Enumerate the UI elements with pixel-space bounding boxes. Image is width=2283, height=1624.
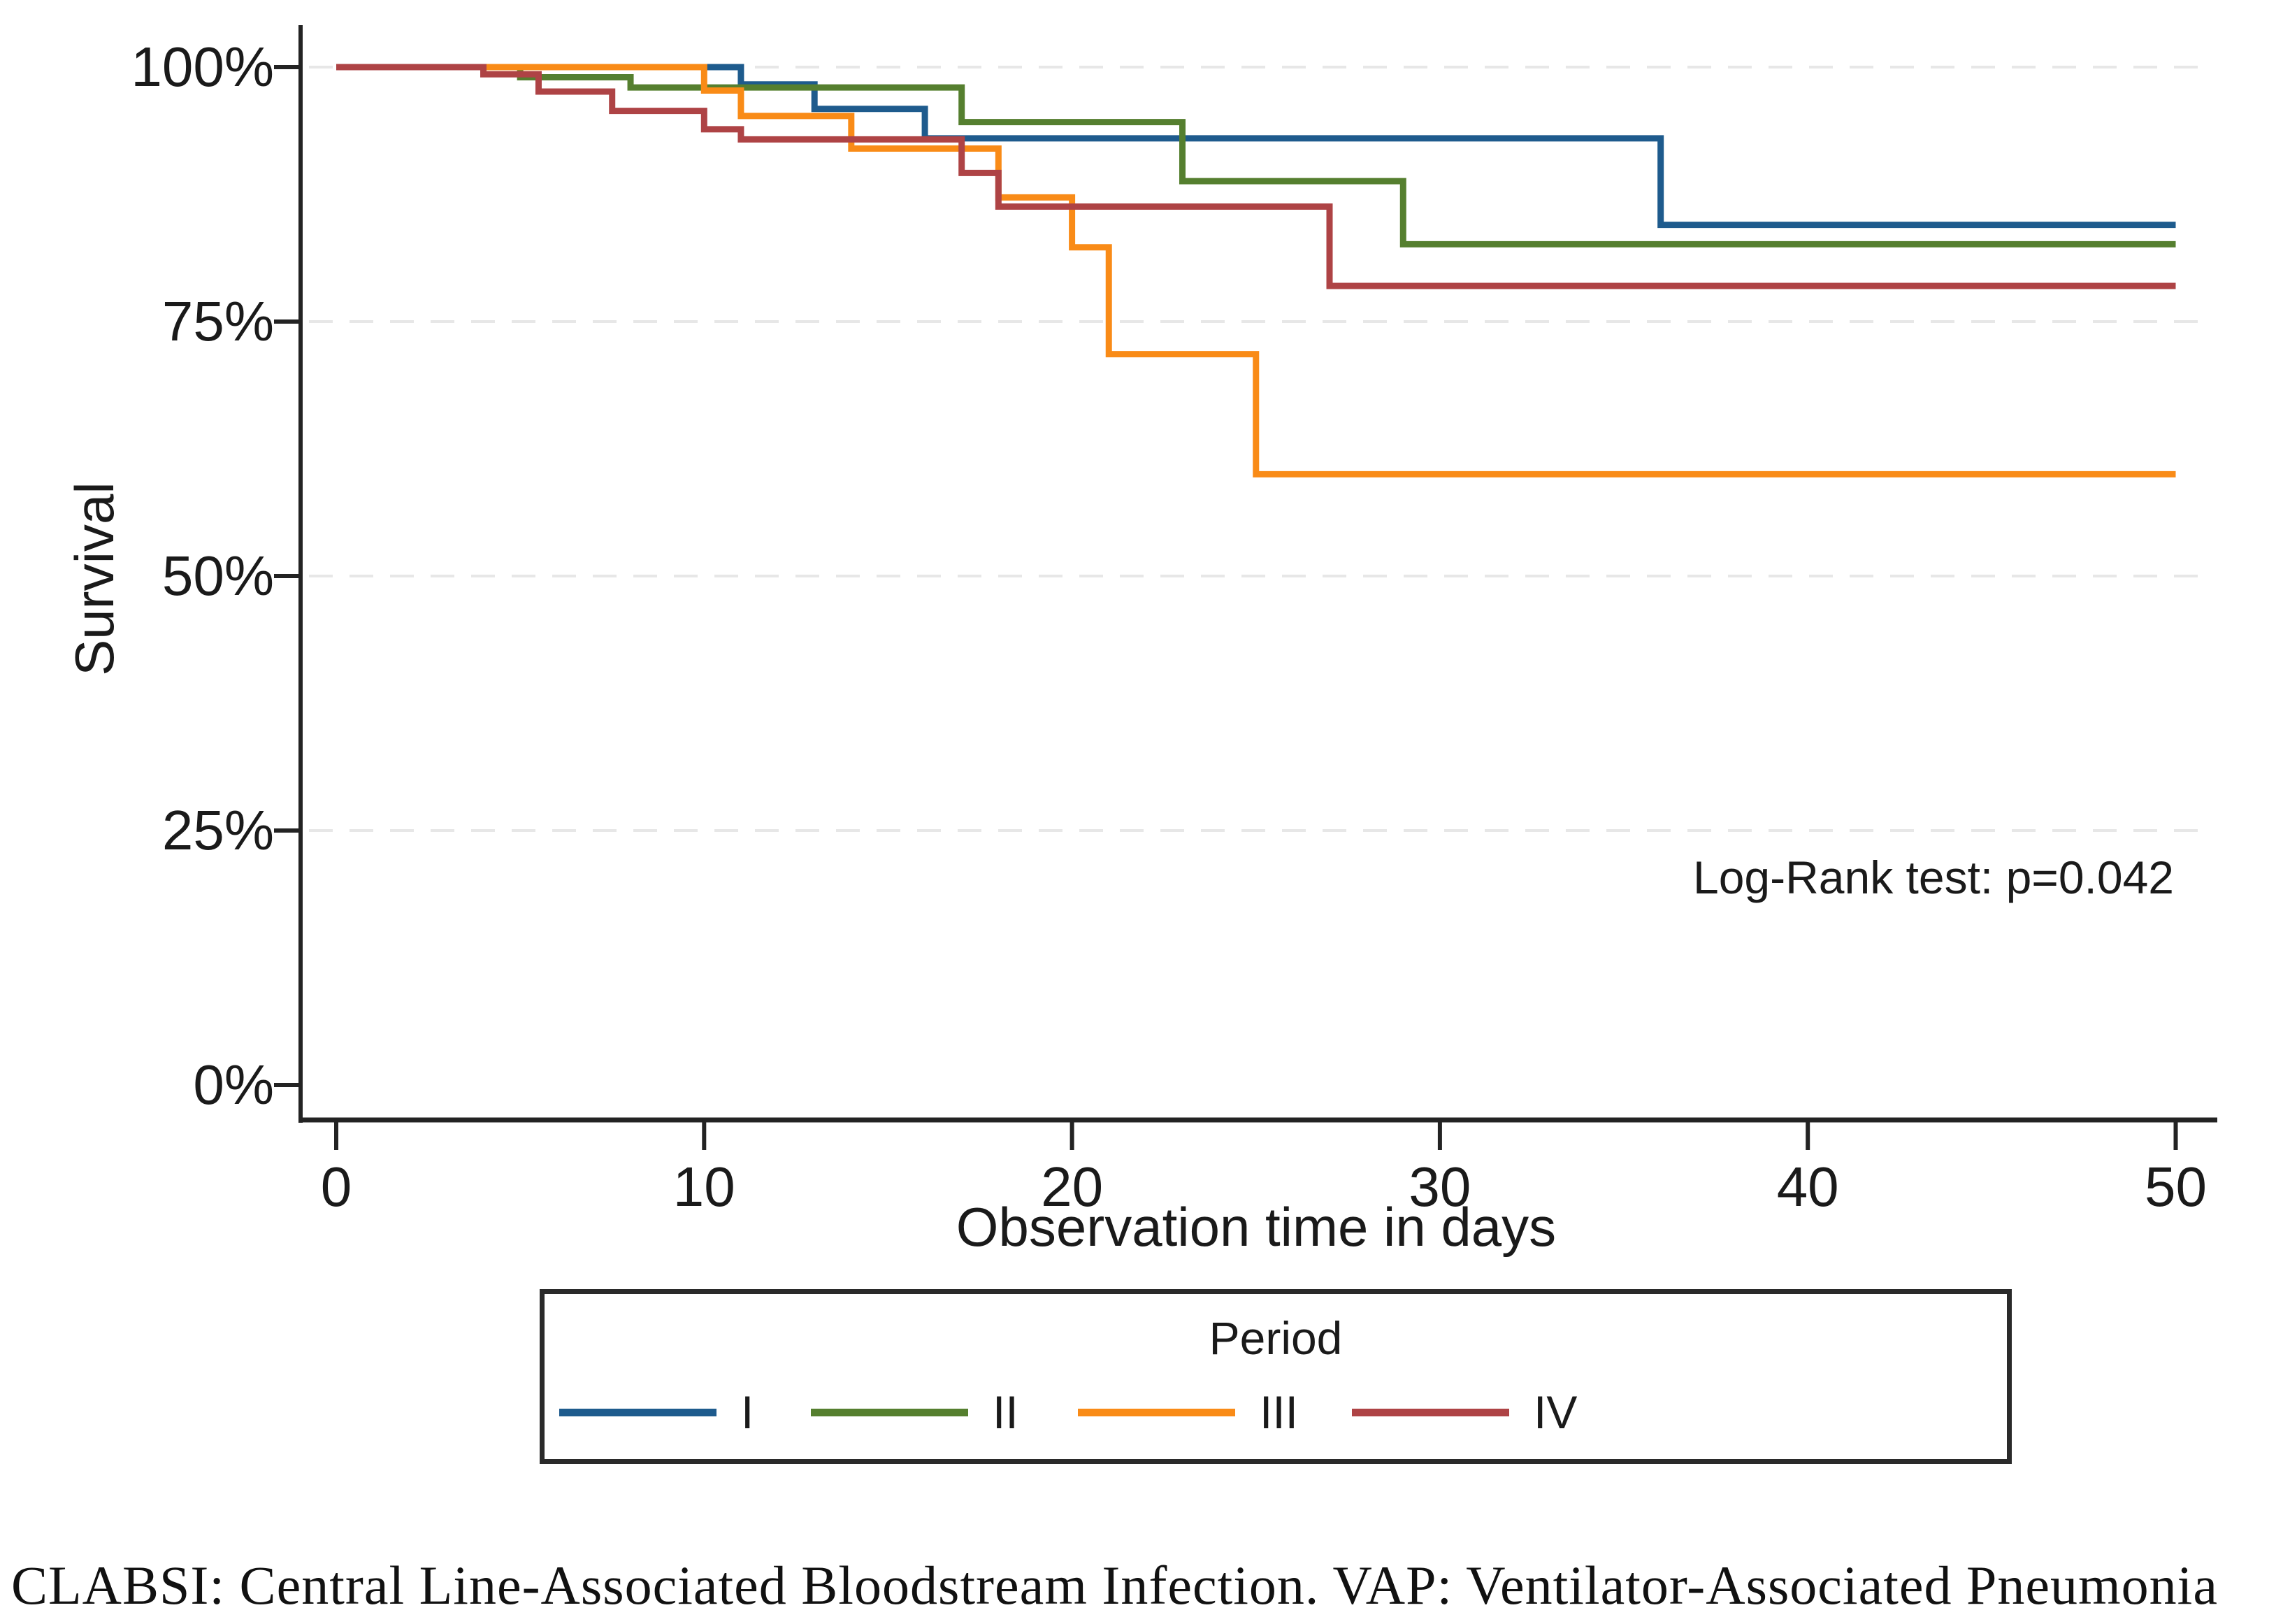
tick-marks (274, 65, 2178, 1150)
legend-line-swatch (559, 1409, 716, 1416)
legend-entry-III: III (1078, 1383, 1330, 1442)
legend-line-swatch (1352, 1409, 1509, 1416)
x-tick-label: 40 (1776, 1156, 1839, 1218)
x-tick-label: 50 (2145, 1156, 2207, 1218)
legend-entry-II: II (811, 1383, 1063, 1442)
legend-box (540, 1289, 2012, 1464)
legend-line-swatch (811, 1409, 968, 1416)
x-tick-label: 0 (320, 1156, 352, 1218)
legend-label: IV (1534, 1386, 1578, 1438)
y-tick-label: 75% (161, 290, 274, 352)
y-tick-label: 25% (161, 799, 274, 861)
legend-entry-IV: IV (1352, 1383, 1604, 1442)
legend-title: Period (1209, 1312, 1343, 1364)
x-tick-label: 20 (1041, 1156, 1104, 1218)
legend-entry-I: I (559, 1383, 811, 1442)
series-line-IV (336, 64, 2176, 289)
x-axis-title: Observation time in days (956, 1196, 1557, 1258)
axes (298, 25, 2217, 1123)
x-tick-label: 10 (672, 1156, 735, 1218)
y-axis-title: Survival (64, 482, 125, 676)
legend-label: I (741, 1386, 754, 1438)
legend-label: III (1260, 1386, 1299, 1438)
gridlines (309, 66, 2198, 832)
series-line-I (336, 64, 2176, 229)
legend-label: II (993, 1386, 1018, 1438)
x-tick-label: 30 (1409, 1156, 1471, 1218)
y-tick-label: 0% (193, 1054, 274, 1116)
legend-line-swatch (1078, 1409, 1235, 1416)
log-rank-annotation: Log-Rank test: p=0.042 (1693, 851, 2174, 903)
survival-curves (336, 64, 2176, 477)
series-line-III (336, 64, 2176, 477)
y-tick-label: 50% (161, 545, 274, 607)
y-tick-label: 100% (131, 36, 274, 98)
figure-caption: CLABSI: Central Line-Associated Bloodstr… (11, 1555, 2218, 1616)
